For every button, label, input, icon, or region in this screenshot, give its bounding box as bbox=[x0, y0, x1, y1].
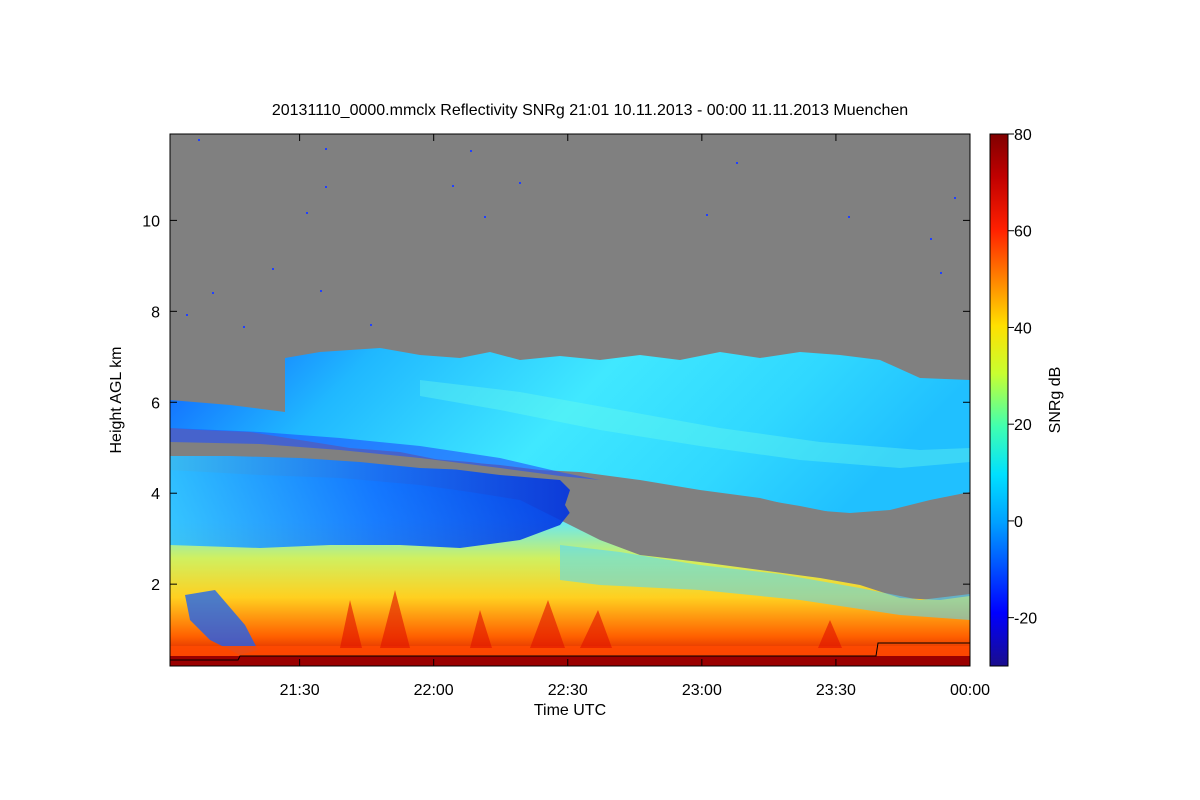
x-tick-label: 22:00 bbox=[414, 682, 454, 699]
x-tick-label: 00:00 bbox=[950, 682, 990, 699]
x-tick-label: 22:30 bbox=[548, 682, 588, 699]
surface-echo-dark bbox=[170, 656, 970, 666]
colorbar-tick-label: 0 bbox=[1014, 514, 1023, 531]
colorbar-tick-label: -20 bbox=[1014, 611, 1037, 628]
y-tick-label: 6 bbox=[151, 395, 160, 412]
colorbar-axis: -20 0 20 40 60 80 bbox=[1008, 127, 1037, 628]
y-tick-label: 10 bbox=[142, 213, 160, 230]
left-blue-patch bbox=[185, 590, 258, 655]
upper-layer-streaks bbox=[420, 380, 970, 468]
upper-cloud-layer bbox=[170, 348, 970, 513]
x-axis: 21:30 22:00 22:30 23:00 23:30 00:00 bbox=[280, 134, 990, 699]
plot-frame bbox=[169, 133, 971, 667]
upper-layer-seam bbox=[170, 428, 600, 480]
colorbar-tick-label: 60 bbox=[1014, 224, 1032, 241]
x-tick-label: 23:30 bbox=[816, 682, 856, 699]
y-tick-label: 8 bbox=[151, 304, 160, 321]
boundary-line bbox=[170, 642, 970, 661]
lower-layer-cyan-top bbox=[560, 545, 970, 620]
x-tick-label: 23:00 bbox=[682, 682, 722, 699]
y-axis-label: Height AGL km bbox=[108, 346, 125, 453]
clear-air-gap-right bbox=[565, 484, 970, 597]
mid-blue-layer bbox=[170, 450, 580, 548]
surface-echo-orange bbox=[170, 646, 970, 658]
colorbar-tick-label: 80 bbox=[1014, 127, 1032, 144]
x-tick-label: 21:30 bbox=[280, 682, 320, 699]
chart-title: 20131110_0000.mmclx Reflectivity SNRg 21… bbox=[272, 102, 908, 119]
y-axis: 2 4 6 8 10 bbox=[142, 213, 970, 594]
y-tick-label: 2 bbox=[151, 577, 160, 594]
plot-area bbox=[170, 134, 970, 666]
y-tick-label: 4 bbox=[151, 486, 160, 503]
colorbar bbox=[989, 133, 1009, 667]
x-axis-label: Time UTC bbox=[534, 702, 606, 719]
colorbar-tick-label: 20 bbox=[1014, 417, 1032, 434]
red-plumes bbox=[340, 590, 842, 648]
clear-air-gap-left bbox=[170, 440, 500, 470]
noise-pixels bbox=[186, 139, 956, 328]
colorbar-label: SNRg dB bbox=[1047, 367, 1064, 434]
colorbar-tick-label: 40 bbox=[1014, 320, 1032, 337]
